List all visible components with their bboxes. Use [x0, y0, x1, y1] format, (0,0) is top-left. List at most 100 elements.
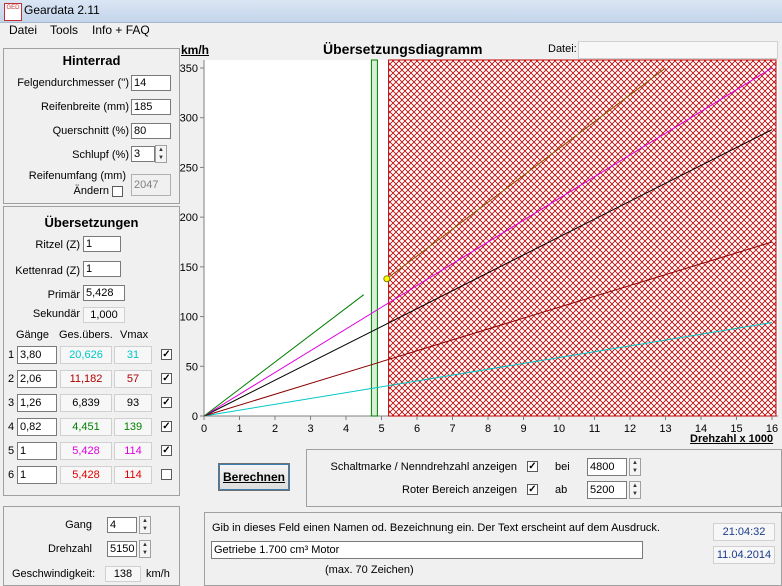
rot-label: Roter Bereich anzeigen — [402, 484, 517, 496]
gear-ratio-input[interactable] — [17, 466, 57, 484]
gear-checkbox[interactable] — [161, 469, 172, 480]
spin-down-icon[interactable]: ▼ — [142, 526, 148, 532]
gear-ratio-input[interactable] — [17, 370, 57, 388]
gear-total: 4,451 — [60, 418, 112, 436]
gear-checkbox[interactable]: ✓ — [161, 421, 172, 432]
spin-up-icon[interactable]: ▲ — [632, 483, 638, 489]
spin-up-icon[interactable]: ▲ — [158, 147, 164, 153]
spin-down-icon[interactable]: ▼ — [632, 491, 638, 497]
breite-input[interactable] — [131, 99, 171, 115]
series-line-4 — [203, 67, 773, 417]
drehzahl-spinner[interactable]: ▲ ▼ — [139, 540, 151, 558]
col-vmax: Vmax — [120, 329, 149, 341]
gear-ratio-input[interactable] — [17, 346, 57, 364]
gang-input[interactable] — [107, 517, 137, 533]
x-tick-label: 9 — [520, 423, 526, 435]
drehzahl-input[interactable] — [107, 541, 137, 557]
berechnen-button[interactable]: Berechnen — [218, 463, 290, 491]
gear-ratio-input[interactable] — [17, 442, 57, 460]
hinterrad-panel: Hinterrad Felgendurchmesser ('') Reifenb… — [3, 48, 180, 204]
bei-input[interactable] — [587, 458, 627, 476]
shift-marker-bar — [370, 59, 378, 417]
y-tick-label: 300 — [180, 113, 198, 125]
series-line-6 — [386, 67, 666, 280]
spin-down-icon[interactable]: ▼ — [158, 155, 164, 161]
ritzel-label: Ritzel (Z) — [35, 239, 80, 251]
ab-spinner[interactable]: ▲ ▼ — [629, 481, 641, 499]
menu-tools[interactable]: Tools — [50, 23, 79, 37]
app-icon: GED — [4, 3, 22, 21]
x-axis-label: Drehzahl x 1000 — [690, 433, 774, 445]
col-ges: Ges.übers. — [59, 329, 113, 341]
x-tick-label: 12 — [624, 423, 636, 435]
gear-ratio-input[interactable] — [17, 394, 57, 412]
umfang-input[interactable] — [131, 174, 171, 196]
gear-total: 5,428 — [60, 442, 112, 460]
x-tick-label: 16 — [766, 423, 778, 435]
gear-number: 1 — [8, 349, 15, 361]
gear-number: 2 — [8, 373, 15, 385]
gear-checkbox[interactable]: ✓ — [161, 445, 172, 456]
uebersetzungen-title: Übersetzungen — [44, 215, 139, 230]
hinterrad-title: Hinterrad — [62, 53, 121, 68]
schlupf-spinner[interactable]: ▲ ▼ — [155, 145, 167, 163]
gear-total: 11,182 — [60, 370, 112, 388]
x-tick-label: 10 — [553, 423, 565, 435]
name-input[interactable] — [211, 541, 643, 559]
schlupf-label: Schlupf (%) — [72, 149, 129, 161]
menu-info-faq[interactable]: Info + FAQ — [92, 23, 150, 37]
quer-input[interactable] — [131, 123, 171, 139]
bei-spinner[interactable]: ▲ ▼ — [629, 458, 641, 476]
y-tick-label: 200 — [180, 212, 198, 224]
drehzahl-label: Drehzahl — [47, 543, 92, 555]
x-tick-label: 4 — [343, 423, 349, 435]
red-zone — [388, 59, 777, 417]
gear-vmax: 93 — [114, 394, 152, 412]
spin-down-icon[interactable]: ▼ — [632, 468, 638, 474]
x-tick-label: 5 — [378, 423, 384, 435]
x-tick-label: 8 — [485, 423, 491, 435]
y-unit-label: km/h — [181, 43, 210, 57]
ritzel-input[interactable] — [83, 236, 121, 252]
schalt-checkbox[interactable]: ✓ — [527, 461, 538, 472]
chart-title: Übersetzungsdiagramm — [323, 41, 483, 57]
felgen-label: Felgendurchmesser ('') — [17, 77, 129, 89]
sekundaer-value: 1,000 — [83, 307, 125, 323]
felgen-input[interactable] — [131, 75, 171, 91]
x-tick-label: 0 — [201, 423, 207, 435]
datei-field — [578, 41, 778, 59]
spin-up-icon[interactable]: ▲ — [142, 542, 148, 548]
gear-vmax: 114 — [114, 442, 152, 460]
y-tick-label: 100 — [180, 312, 198, 324]
gang-spinner[interactable]: ▲ ▼ — [139, 516, 151, 534]
aendern-checkbox[interactable] — [112, 186, 123, 197]
gang-label: Gang — [65, 519, 92, 531]
footer-panel: Gib in dieses Feld einen Namen od. Bezei… — [204, 512, 782, 586]
x-tick-label: 6 — [414, 423, 420, 435]
gear-total: 6,839 — [60, 394, 112, 412]
spin-up-icon[interactable]: ▲ — [632, 460, 638, 466]
datei-label: Datei: — [548, 43, 577, 55]
x-tick-label: 3 — [307, 423, 313, 435]
schlupf-input[interactable] — [131, 146, 155, 162]
aendern-label: Ändern — [73, 185, 109, 197]
gear-checkbox[interactable]: ✓ — [161, 397, 172, 408]
y-tick-label: 350 — [180, 63, 198, 75]
schalt-label: Schaltmarke / Nenndrehzahl anzeigen — [330, 461, 517, 473]
x-tick-label: 7 — [449, 423, 455, 435]
spin-up-icon[interactable]: ▲ — [142, 518, 148, 524]
spin-down-icon[interactable]: ▼ — [142, 550, 148, 556]
gear-number: 5 — [8, 445, 15, 457]
y-tick-label: 250 — [180, 162, 198, 174]
gear-checkbox[interactable]: ✓ — [161, 349, 172, 360]
sekundaer-label: Sekundär — [32, 308, 80, 320]
ab-input[interactable] — [587, 481, 627, 499]
gear-checkbox[interactable]: ✓ — [161, 373, 172, 384]
gear-number: 6 — [8, 469, 15, 481]
kettenrad-input[interactable] — [83, 261, 121, 277]
geschw-label: Geschwindigkeit: — [12, 568, 96, 580]
rot-checkbox[interactable]: ✓ — [527, 484, 538, 495]
menu-datei[interactable]: Datei — [9, 23, 38, 37]
gear-ratio-input[interactable] — [17, 418, 57, 436]
primaer-input[interactable] — [83, 285, 125, 301]
